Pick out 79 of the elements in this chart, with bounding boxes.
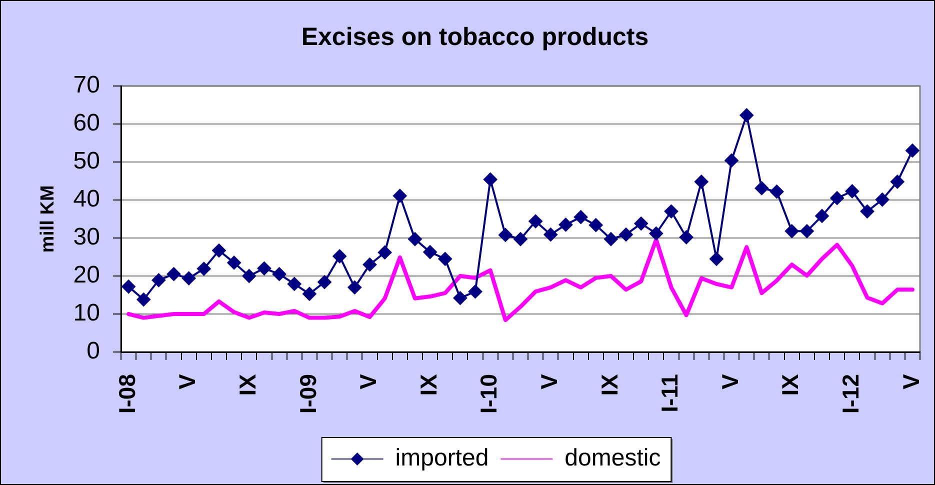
point xyxy=(604,232,618,246)
point xyxy=(498,228,512,242)
x-tick-label: V xyxy=(536,373,562,390)
point xyxy=(136,292,151,307)
point xyxy=(845,184,860,198)
point xyxy=(800,224,814,238)
x-tick-label: IX xyxy=(415,373,442,396)
point xyxy=(302,286,316,301)
x-tick-label: IX xyxy=(777,373,804,396)
y-tick-label: 40 xyxy=(73,186,100,213)
x-tick-label: IX xyxy=(234,373,260,396)
x-tick-label: V xyxy=(174,373,200,390)
point xyxy=(860,204,874,218)
point xyxy=(272,267,286,282)
y-tick-label: 60 xyxy=(73,110,100,137)
point xyxy=(558,218,573,232)
point xyxy=(453,291,468,306)
x-tick-label: I-09 xyxy=(294,374,321,414)
y-tick-label: 50 xyxy=(73,148,100,175)
point xyxy=(770,184,784,199)
y-tick-label: 30 xyxy=(73,224,100,251)
point xyxy=(182,271,196,286)
point xyxy=(122,280,136,294)
chart-title: Excises on tobacco products xyxy=(301,22,649,51)
point xyxy=(544,228,558,242)
point xyxy=(619,228,634,242)
x-tick-label: IX xyxy=(596,373,622,396)
point xyxy=(740,108,754,122)
x-tick-label: I-11 xyxy=(656,374,683,412)
point xyxy=(588,218,603,232)
x-tick-label: I-12 xyxy=(838,374,864,414)
point xyxy=(212,244,226,258)
point xyxy=(514,232,528,246)
y-axis-title: mill KM xyxy=(38,185,59,253)
y-tick-label: 0 xyxy=(86,338,100,365)
point xyxy=(830,191,844,206)
point xyxy=(574,210,588,224)
point xyxy=(318,275,332,290)
x-tick-label: I-10 xyxy=(476,374,502,414)
point xyxy=(287,276,302,291)
point xyxy=(196,262,211,276)
x-tick-label: V xyxy=(355,373,382,390)
point xyxy=(468,284,482,299)
x-tick-label: V xyxy=(898,373,924,390)
y-tick-label: 10 xyxy=(73,300,100,327)
point xyxy=(227,256,242,270)
point xyxy=(528,214,543,228)
point xyxy=(257,261,272,276)
point xyxy=(634,216,648,231)
y-tick-label: 20 xyxy=(73,262,100,289)
point xyxy=(905,144,920,158)
x-tick-label: I-08 xyxy=(114,374,140,414)
point xyxy=(438,252,452,266)
point xyxy=(332,249,347,264)
point xyxy=(242,269,256,283)
point xyxy=(724,153,739,168)
x-tick-label: V xyxy=(716,373,743,390)
point xyxy=(362,258,377,272)
point xyxy=(664,204,678,218)
legend-label: domestic xyxy=(564,444,661,472)
point xyxy=(890,174,904,189)
point xyxy=(483,172,498,186)
point xyxy=(784,224,799,238)
point xyxy=(408,232,422,246)
point xyxy=(423,245,438,260)
legend-label: imported xyxy=(395,444,489,472)
point xyxy=(754,181,769,196)
point xyxy=(166,267,181,282)
point xyxy=(348,280,362,294)
point xyxy=(815,208,830,223)
point xyxy=(694,174,708,189)
point xyxy=(152,273,166,288)
point xyxy=(679,230,694,244)
y-tick-label: 70 xyxy=(73,72,100,99)
point xyxy=(649,226,664,240)
point xyxy=(709,252,724,266)
point xyxy=(392,188,407,203)
point xyxy=(378,245,392,260)
point xyxy=(875,192,890,207)
